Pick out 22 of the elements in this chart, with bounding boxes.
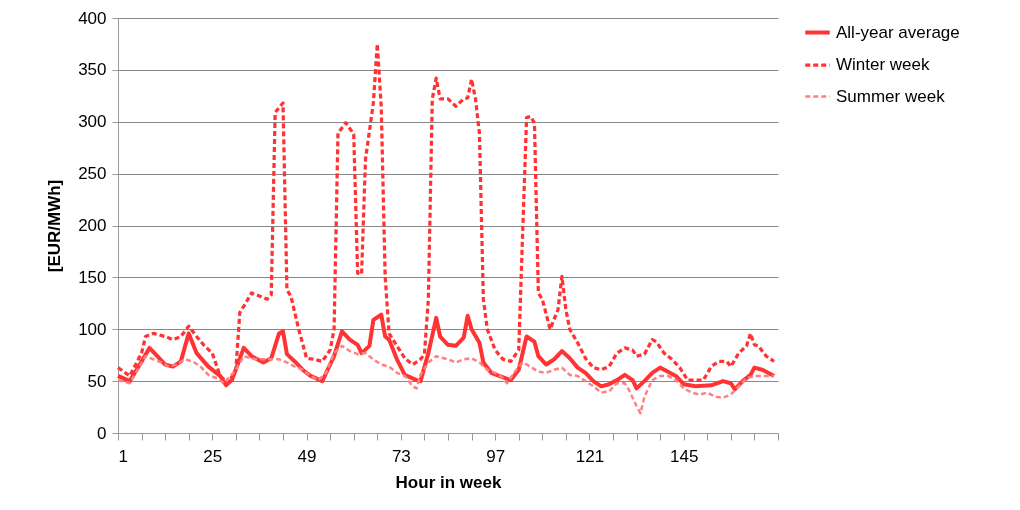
x-tick-label: 97 [486, 446, 506, 466]
y-tick-label: 400 [78, 8, 107, 28]
y-tick-label: 0 [97, 423, 107, 443]
x-tick-label: 1 [118, 446, 128, 466]
line-series [116, 344, 776, 415]
x-tick-label: 145 [670, 446, 699, 466]
x-tick-label: 49 [297, 446, 317, 466]
y-tick-label: 200 [78, 216, 107, 235]
y-tick-label: 300 [78, 112, 107, 132]
y-axis-title: [EUR/MWh] [45, 179, 65, 273]
y-tick-label: 50 [87, 371, 107, 391]
legend-label: All-year average [836, 22, 960, 42]
x-tick-label: 121 [575, 446, 605, 466]
y-tick-label: 150 [78, 267, 107, 287]
x-tick-label: 25 [203, 446, 223, 466]
y-tick-label: 250 [78, 164, 107, 184]
y-tick-label: 350 [78, 60, 107, 80]
legend-label: Winter week [836, 55, 931, 74]
x-tick-label: 73 [391, 446, 411, 466]
legend-label: Summer week [836, 86, 946, 106]
y-tick-label: 100 [78, 319, 107, 339]
x-axis-title: Hour in week [395, 472, 502, 492]
